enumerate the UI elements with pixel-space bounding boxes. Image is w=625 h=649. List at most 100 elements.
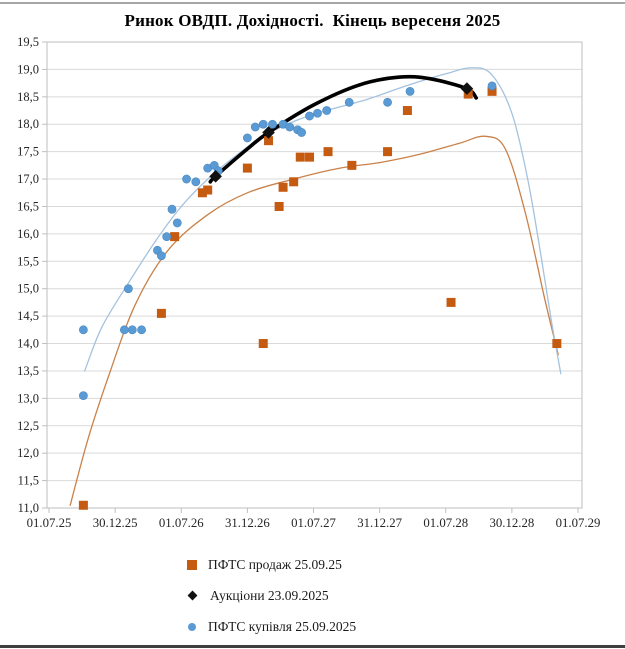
y-tick-label: 19,0 [17, 62, 39, 76]
data-point-circle [167, 204, 177, 214]
data-point-circle [250, 122, 260, 132]
y-tick-label: 11,0 [18, 501, 39, 515]
series-pfts-buy [78, 81, 497, 401]
data-point-square [446, 297, 456, 307]
data-point-square [197, 188, 207, 198]
data-point-circle [162, 232, 172, 242]
data-point-square [402, 106, 412, 116]
data-point-circle [78, 325, 88, 335]
data-point-circle [405, 86, 415, 96]
bottom-divider [0, 645, 625, 648]
data-point-square [203, 185, 213, 195]
legend-item-pfts-buy: ПФТС купівля 25.09.2025 [187, 611, 356, 642]
x-tick-label: 30.12.28 [489, 516, 534, 530]
x-tick-label: 01.07.25 [27, 516, 72, 530]
y-tick-label: 15,5 [17, 254, 39, 268]
data-point-square [78, 500, 88, 510]
data-point-diamond [460, 82, 474, 95]
y-tick-label: 11,5 [18, 474, 39, 488]
legend-label-auctions: Аукціони 23.09.2025 [210, 587, 329, 603]
y-tick-label: 14,0 [17, 337, 39, 351]
data-point-square [552, 339, 562, 349]
yield-scatter-chart: 19,5 19,0 18,5 18,0 17,5 17,0 16,5 16,0 15,5 15,0… [17, 35, 601, 530]
data-point-circle [191, 177, 201, 187]
y-tick-label: 16,5 [17, 199, 39, 213]
trend-line [84, 67, 562, 375]
data-point-circle [119, 325, 129, 335]
legend-label-pfts-sell: ПФТС продаж 25.09.25 [208, 556, 342, 572]
data-point-square [170, 232, 180, 242]
x-tick-label: 01.07.27 [291, 516, 336, 530]
data-point-circle [297, 128, 306, 137]
data-point-square [463, 89, 473, 99]
series-pfts-sell [78, 86, 562, 510]
data-point-square [295, 152, 305, 162]
y-tick-label: 18,0 [17, 117, 39, 131]
x-tick-label: 30.12.25 [93, 516, 138, 530]
data-point-square [274, 201, 284, 211]
y-tick-label: 18,5 [17, 90, 39, 104]
gridlines [42, 41, 583, 509]
chart-legend: ПФТС продаж 25.09.25 Аукціони 23.09.2025… [187, 549, 356, 642]
y-axis-labels: 19,5 19,0 18,5 18,0 17,5 17,0 16,5 16,0 15,5 15,0… [17, 35, 39, 515]
y-tick-label: 13,0 [17, 391, 39, 405]
data-point-square [242, 163, 252, 173]
x-tick-label: 01.07.26 [159, 516, 204, 530]
data-point-square [383, 147, 393, 157]
data-point-square [323, 147, 333, 157]
data-point-circle [123, 284, 133, 294]
data-point-circle [258, 119, 268, 129]
data-point-circle [313, 108, 322, 118]
data-point-circle [344, 97, 354, 107]
data-point-circle [242, 133, 252, 143]
data-point-circle [172, 218, 182, 228]
data-point-square [487, 86, 497, 96]
x-axis-labels: 01.07.25 30.12.25 01.07.26 31.12.26 01.07.27… [27, 508, 601, 530]
data-point-square [289, 177, 299, 187]
x-tick-label: 01.07.28 [423, 516, 468, 530]
trend-line [69, 135, 559, 506]
data-point-circle [157, 251, 166, 261]
y-tick-label: 16,0 [17, 227, 39, 241]
data-point-diamond [209, 170, 222, 183]
y-tick-label: 19,5 [17, 35, 39, 49]
y-tick-label: 17,5 [17, 145, 39, 159]
x-tick-label: 31.12.26 [225, 516, 270, 530]
data-point-square [305, 152, 315, 162]
data-point-circle [78, 391, 88, 401]
data-point-circle [137, 325, 146, 335]
trend-line [208, 74, 478, 184]
trend-lines [69, 67, 562, 506]
data-point-square [278, 182, 288, 192]
legend-item-auctions: Аукціони 23.09.2025 [187, 580, 356, 611]
x-tick-label: 01.07.29 [556, 516, 601, 530]
data-point-square [347, 160, 357, 170]
legend-label-pfts-buy: ПФТС купівля 25.09.2025 [208, 618, 357, 634]
data-point-circle [487, 81, 497, 91]
data-point-circle [127, 325, 137, 335]
data-point-circle [285, 122, 295, 132]
data-point-circle [383, 97, 392, 107]
legend-item-pfts-sell: ПФТС продаж 25.09.25 [187, 549, 356, 580]
series-auctions [209, 82, 474, 183]
data-point-circle [268, 119, 277, 129]
y-tick-label: 12,0 [17, 446, 39, 460]
chart-title: Ринок ОВДП. Дохідності. Кінець вересеня … [124, 11, 501, 30]
y-tick-label: 14,5 [17, 309, 39, 323]
blue-circle-marker-icon [188, 622, 196, 631]
y-tick-label: 12,5 [17, 419, 39, 433]
data-point-circle [182, 174, 191, 184]
data-point-circle [305, 111, 314, 121]
y-tick-label: 17,0 [17, 172, 39, 186]
y-tick-label: 13,5 [17, 364, 39, 378]
data-point-square [156, 308, 166, 318]
x-tick-label: 31.12.27 [357, 516, 402, 530]
orange-square-marker-icon [187, 559, 197, 570]
data-point-circle [322, 106, 332, 115]
data-point-square [258, 339, 268, 349]
data-point-diamond [262, 126, 275, 139]
data-point-square [264, 136, 274, 146]
top-divider [0, 2, 625, 4]
y-tick-label: 15,0 [17, 282, 39, 296]
